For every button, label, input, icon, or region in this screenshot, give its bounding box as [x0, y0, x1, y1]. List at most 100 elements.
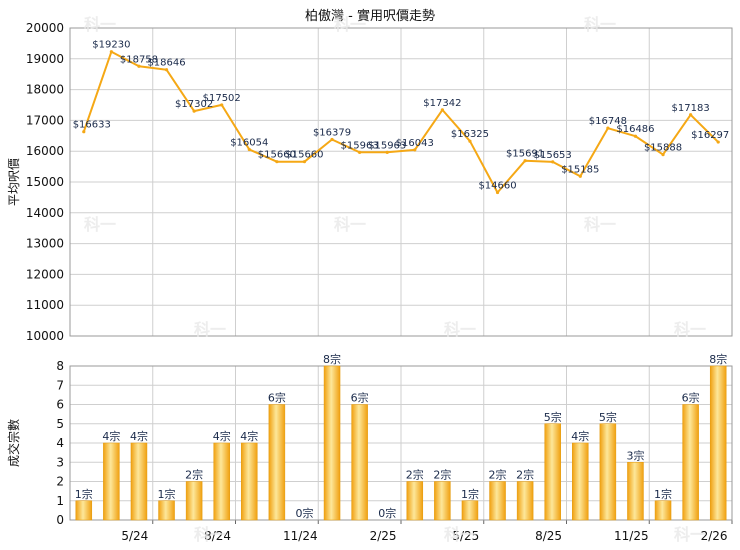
bottom-x-tick-label: 5/24: [121, 529, 148, 543]
price-data-label: $16379: [313, 128, 351, 139]
bottom-y-axis-label: 成交宗數: [6, 419, 21, 467]
transaction-bar: [544, 423, 561, 521]
transaction-bar: [489, 481, 506, 521]
price-data-label: $15963: [341, 140, 379, 151]
transaction-bar: [241, 442, 258, 521]
watermark-text: 科一: [444, 525, 476, 544]
price-point: [82, 130, 86, 134]
price-point: [358, 150, 362, 154]
bar-data-label: 3宗: [626, 448, 644, 462]
bar-data-label: 1宗: [158, 487, 176, 501]
bottom-plot-frame: [69, 365, 733, 521]
watermark-text: 科一: [334, 15, 366, 34]
watermark-text: 科一: [84, 15, 116, 34]
price-point: [109, 50, 113, 54]
transaction-bar: [185, 481, 203, 521]
bar-data-label: 2宗: [489, 468, 507, 482]
price-data-label: $17183: [672, 103, 710, 114]
price-data-label: $16043: [396, 138, 434, 149]
bottom-y-tick-label: 7: [56, 378, 64, 392]
bar-data-label: 0宗: [295, 506, 313, 520]
bar-data-label: 1宗: [654, 487, 672, 501]
price-series-line: [82, 50, 719, 194]
top-y-tick-label: 10000: [26, 329, 64, 343]
transaction-bar: [434, 481, 451, 521]
transaction-bar: [213, 442, 230, 521]
price-point: [468, 139, 472, 143]
price-data-label: $15653: [534, 150, 572, 161]
price-point: [689, 113, 693, 117]
price-point: [330, 137, 334, 142]
price-data-label: $14660: [478, 180, 516, 191]
transaction-bar: [599, 423, 617, 521]
bottom-y-tick-label: 6: [56, 398, 64, 412]
price-point: [633, 134, 638, 138]
watermark-text: 科一: [194, 525, 226, 544]
transaction-bar: [461, 500, 479, 521]
bottom-x-tick-label: 8/24: [204, 529, 231, 543]
bottom-y-tick-label: 8: [56, 359, 64, 373]
bar-data-label: 2宗: [406, 468, 424, 482]
bar-data-label: 4宗: [240, 429, 258, 443]
price-point: [137, 64, 141, 68]
transaction-bar: [406, 481, 424, 521]
bottom-y-tick-label: 3: [56, 455, 64, 469]
transaction-bar: [516, 481, 534, 521]
top-y-tick-label: 16000: [26, 144, 64, 158]
price-point: [661, 153, 665, 157]
bottom-x-tick-label: 11/25: [614, 529, 649, 543]
price-data-label: $16325: [451, 129, 489, 140]
watermark-text: 科一: [334, 215, 366, 234]
watermark-text: 科一: [584, 15, 616, 34]
bottom-x-tick-label: 11/24: [283, 529, 318, 543]
price-data-label: $15660: [285, 150, 323, 161]
bar-data-label: 5宗: [544, 410, 562, 424]
transaction-bar: [709, 365, 727, 521]
price-point: [606, 126, 610, 130]
bottom-y-tick-label: 0: [56, 513, 64, 527]
transaction-bar: [103, 442, 120, 521]
transaction-bar-panel: 5/24 8/24 11/24 2/25 5/25 8/25 11/25 2/26 8 7 6 5 4 3…: [6, 352, 733, 543]
price-data-label: $16486: [616, 124, 654, 135]
price-point: [551, 160, 555, 164]
price-point: [495, 190, 500, 195]
price-line-panel: 20000 19000 18000 17000 16000 15000 14000 13000…: [7, 21, 733, 343]
transaction-bar: [627, 462, 644, 521]
watermark-text: 科一: [84, 215, 116, 234]
price-data-label: $15963: [368, 140, 406, 151]
bar-data-label: 1宗: [75, 487, 93, 501]
price-data-label: $15691: [506, 149, 544, 160]
price-point: [716, 140, 720, 144]
bar-data-label: 4宗: [571, 429, 589, 443]
top-y-tick-label: 11000: [26, 298, 64, 312]
top-y-tick-label: 17000: [26, 113, 64, 127]
bottom-y-tick-label: 2: [56, 475, 64, 489]
price-data-label: $15660: [258, 150, 296, 161]
price-data-label: $16297: [691, 130, 729, 141]
watermark-text: 科一: [444, 320, 476, 339]
price-point: [523, 159, 527, 163]
top-y-tick-label: 12000: [26, 267, 64, 281]
bar-data-label: 2宗: [185, 468, 203, 482]
bottom-x-tick-label: 8/25: [535, 529, 562, 543]
top-y-tick-label: 14000: [26, 206, 64, 220]
bar-data-label: 8宗: [709, 352, 727, 366]
price-point: [440, 108, 444, 112]
bar-data-label: 6宗: [682, 391, 700, 405]
price-point: [220, 103, 224, 107]
price-data-label: $16748: [589, 116, 627, 127]
bottom-y-tick-label: 1: [56, 494, 64, 508]
bar-data-label: 2宗: [433, 468, 451, 482]
price-point: [247, 147, 251, 152]
top-y-tick-label: 20000: [26, 21, 64, 35]
watermark-text: 科一: [194, 320, 226, 339]
watermark-text: 科一: [584, 215, 616, 234]
price-data-label: $17502: [203, 93, 241, 104]
bottom-x-tick-label: 2/25: [370, 529, 397, 543]
bottom-x-tick-label: 5/25: [452, 529, 479, 543]
price-data-label: $15185: [561, 164, 599, 175]
price-point: [275, 160, 279, 164]
